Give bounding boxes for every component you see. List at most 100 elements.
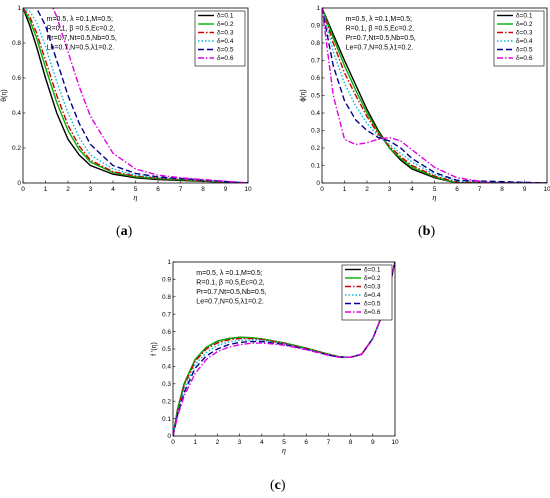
legend-label: δ=0.5 xyxy=(217,47,234,54)
y-tick-label: 0.6 xyxy=(162,329,171,336)
x-tick-label: 9 xyxy=(523,186,527,193)
x-tick-label: 3 xyxy=(238,439,242,446)
y-tick-label: 0.1 xyxy=(162,416,171,423)
legend-label: δ=0.1 xyxy=(364,267,381,274)
y-axis-label: θ(η) xyxy=(1,89,8,101)
y-tick-label: 0.3 xyxy=(311,128,320,135)
x-tick-label: 8 xyxy=(500,186,504,193)
annotation-line: m=0.5, λ =0.1,M=0.5; xyxy=(47,16,113,23)
y-tick-label: 0.2 xyxy=(311,145,320,152)
y-tick-label: 0.9 xyxy=(311,23,320,30)
y-tick-label: 0.8 xyxy=(162,294,171,301)
annotation-line: R=0.1, β =0.5,Ec=0.2, xyxy=(47,26,115,33)
legend-label: δ=0.2 xyxy=(217,21,234,28)
x-tick-label: 3 xyxy=(388,186,392,193)
legend-label: δ=0.1 xyxy=(516,13,533,20)
x-tick-label: 4 xyxy=(260,439,264,446)
y-tick-label: 0.6 xyxy=(311,75,320,82)
x-tick-label: 3 xyxy=(89,186,93,193)
y-tick-label: 0 xyxy=(167,433,171,440)
y-tick-label: 0.6 xyxy=(12,75,21,82)
x-tick-label: 7 xyxy=(179,186,183,193)
legend-label: δ=0.3 xyxy=(217,30,234,37)
y-tick-label: 0.4 xyxy=(311,110,320,117)
series-line-4 xyxy=(322,8,547,183)
x-tick-label: 4 xyxy=(410,186,414,193)
chart-panel-a: 0 1 2 3 4 5 6 7 8 9 10 0 0.2 0.4 0.6 0.8 1 η θ(η) m=0.5, λ … xyxy=(1,5,252,202)
legend-box xyxy=(493,10,545,67)
x-tick-label: 1 xyxy=(44,186,48,193)
x-tick-label: 10 xyxy=(543,186,550,193)
x-tick-label: 1 xyxy=(193,439,197,446)
series-line-6 xyxy=(173,262,395,436)
y-tick-label: 0.4 xyxy=(12,110,21,117)
y-tick-label: 0.1 xyxy=(311,163,320,170)
series-line-3 xyxy=(23,8,248,183)
series-line-5 xyxy=(322,8,547,183)
annotation-line: m=0.5, λ =0.1,M=0.5; xyxy=(346,16,412,23)
x-tick-label: 8 xyxy=(201,186,205,193)
legend-label: δ=0.2 xyxy=(516,21,533,28)
x-tick-label: 7 xyxy=(327,439,331,446)
x-axis-label: η xyxy=(134,195,138,202)
x-tick-label: 8 xyxy=(349,439,353,446)
legend-label: δ=0.3 xyxy=(364,284,381,291)
y-tick-label: 0.5 xyxy=(162,346,171,353)
y-tick-label: 0.5 xyxy=(311,93,320,100)
y-tick-label: 0 xyxy=(316,180,320,187)
legend-label: δ=0.5 xyxy=(364,301,381,308)
annotation-line: R=0.1, β =0.5,Ec=0.2, xyxy=(346,26,414,33)
legend-label: δ=0.6 xyxy=(364,309,381,316)
annotation-line: Le=0.7,N=0.5,λ1=0.2. xyxy=(196,299,264,306)
legend-label: δ=0.5 xyxy=(516,47,533,54)
y-axis-label: f '(η) xyxy=(151,342,158,356)
x-axis-label: η xyxy=(282,448,286,455)
x-tick-label: 6 xyxy=(156,186,160,193)
x-axis-label: η xyxy=(433,195,437,202)
series-line-3 xyxy=(322,8,547,183)
y-tick-label: 1 xyxy=(167,259,171,266)
x-tick-label: 6 xyxy=(304,439,308,446)
legend-label: δ=0.4 xyxy=(516,38,533,45)
legend-label: δ=0.6 xyxy=(516,55,533,62)
x-tick-label: 2 xyxy=(66,186,70,193)
x-tick-label: 6 xyxy=(455,186,459,193)
x-tick-label: 0 xyxy=(171,439,175,446)
y-tick-label: 0.2 xyxy=(162,398,171,405)
annotation-line: Le=0.7,N=0.5,λ1=0.2. xyxy=(47,45,115,52)
x-tick-label: 5 xyxy=(282,439,286,446)
y-tick-label: 0.4 xyxy=(162,364,171,371)
annotation-line: m=0.5, λ =0.1,M=0.5; xyxy=(196,270,262,277)
x-tick-label: 5 xyxy=(433,186,437,193)
panel-label-b: (b) xyxy=(418,224,436,239)
series-line-5 xyxy=(23,8,248,183)
x-tick-label: 10 xyxy=(391,439,399,446)
y-tick-label: 0.7 xyxy=(162,311,171,318)
y-tick-label: 1 xyxy=(17,5,21,12)
legend-label: δ=0.4 xyxy=(217,38,234,45)
legend-label: δ=0.3 xyxy=(516,30,533,37)
legend-box xyxy=(194,10,246,67)
y-tick-label: 1 xyxy=(316,5,320,12)
annotation-line: Pr=0.7,Nt=0.5,Nb=0.5, xyxy=(346,35,416,42)
x-tick-label: 1 xyxy=(343,186,347,193)
annotation-line: Le=0.7,N=0.5,λ1=0.2. xyxy=(346,45,414,52)
x-tick-label: 5 xyxy=(134,186,138,193)
x-tick-label: 2 xyxy=(216,439,220,446)
x-tick-label: 7 xyxy=(478,186,482,193)
legend-label: δ=0.2 xyxy=(364,275,381,282)
legend-label: δ=0.4 xyxy=(364,292,381,299)
y-tick-label: 0.8 xyxy=(12,40,21,47)
legend-label: δ=0.6 xyxy=(217,55,234,62)
y-tick-label: 0.2 xyxy=(12,145,21,152)
x-tick-label: 0 xyxy=(320,186,324,193)
y-tick-label: 0.7 xyxy=(311,58,320,65)
y-tick-label: 0.8 xyxy=(311,40,320,47)
y-axis-label: ϕ(η) xyxy=(300,89,307,101)
x-tick-label: 10 xyxy=(244,186,252,193)
x-tick-label: 4 xyxy=(111,186,115,193)
x-tick-label: 0 xyxy=(21,186,25,193)
annotation-line: R=0.1, β =0.5,Ec=0.2, xyxy=(196,280,264,287)
panel-label-c: (c) xyxy=(270,478,286,493)
chart-panel-c: 0 1 2 3 4 5 6 7 8 9 10 0 0.1 0.2 0.3 0.4 0.5 0.6 0.7 0.8 0.9… xyxy=(151,259,399,455)
